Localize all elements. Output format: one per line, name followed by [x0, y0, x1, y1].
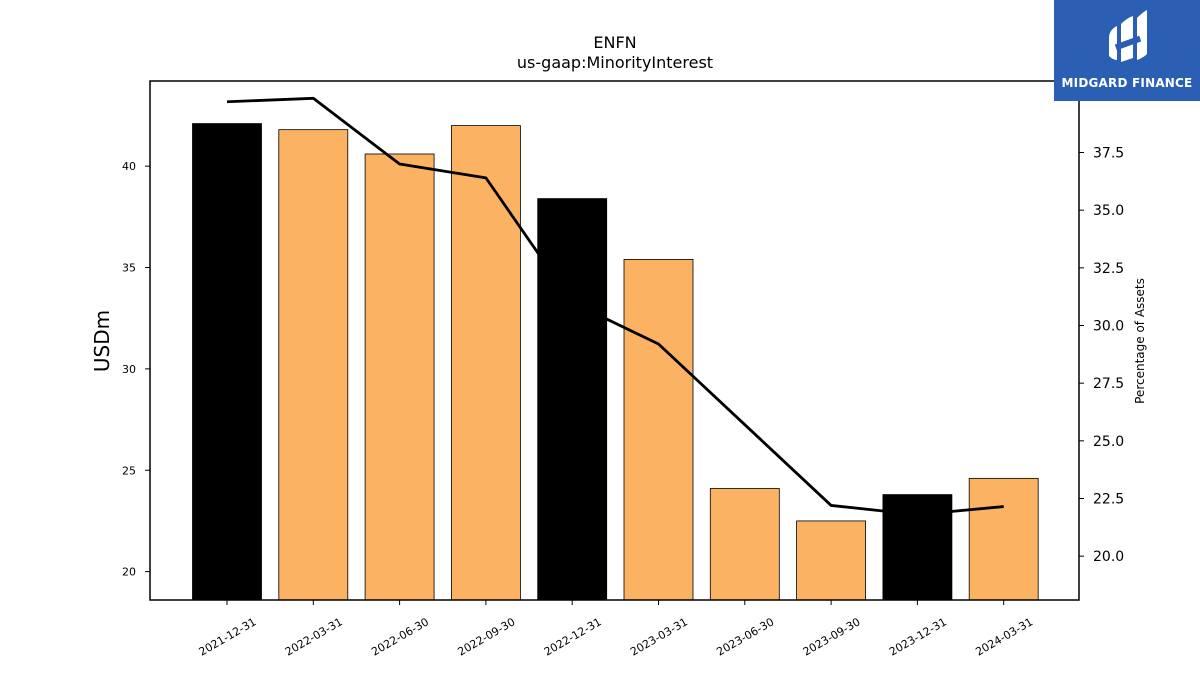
- y2-tick-label: 30.0: [1093, 319, 1124, 335]
- x-tick-label: 2022-12-31: [542, 615, 604, 658]
- x-tick-label: 2022-09-30: [456, 615, 518, 658]
- logo-mark-icon: [1109, 10, 1147, 62]
- y2-tick-label: 22.5: [1093, 492, 1124, 508]
- x-tick-label: 2024-03-31: [973, 615, 1035, 658]
- bar-2022-09-30: [450, 125, 521, 601]
- y-tick-label: 40: [122, 160, 136, 173]
- y-tick-label: 25: [122, 464, 136, 477]
- chart-title: ENFN: [593, 33, 636, 52]
- percentage-line: [226, 96, 1004, 517]
- x-tick-label: 2023-06-30: [714, 615, 776, 658]
- y2-tick-label: 25.0: [1093, 434, 1124, 450]
- x-tick-label: 2022-03-31: [283, 615, 345, 658]
- y2-tick-label: 32.5: [1093, 261, 1124, 277]
- line-series: [226, 96, 1004, 517]
- bar-2023-09-30: [796, 520, 866, 601]
- bar-2023-12-31: [882, 494, 953, 601]
- x-tick-label: 2023-03-31: [628, 615, 690, 658]
- right-axis-ticks: 20.022.525.027.530.032.535.037.540.0: [1079, 88, 1124, 565]
- bar-2023-06-30: [709, 488, 780, 601]
- x-axis-ticks: 2021-12-31 2022-03-31 2022-06-30 2022-09-30…: [197, 600, 1035, 659]
- left-axis-ticks: 20 25 30 35 40: [122, 160, 150, 579]
- y2-tick-label: 27.5: [1093, 376, 1124, 392]
- bar-2021-12-31: [192, 123, 262, 601]
- y2-tick-label: 37.5: [1093, 146, 1124, 162]
- y2-tick-label: 35.0: [1093, 203, 1124, 219]
- bar-series: [192, 123, 1039, 601]
- bar-2024-03-31: [968, 477, 1039, 601]
- bar-2022-12-31: [537, 198, 608, 601]
- y2-tick-label: 20.0: [1093, 549, 1124, 565]
- y-tick-label: 20: [122, 566, 136, 579]
- bar-2022-03-31: [278, 129, 349, 601]
- y2-axis-label: Percentage of Assets: [1133, 278, 1147, 404]
- chart-subtitle: us-gaap:MinorityInterest: [517, 53, 713, 72]
- x-tick-label: 2023-09-30: [801, 615, 863, 658]
- y-tick-label: 35: [122, 262, 136, 275]
- y-axis-label: USDm: [90, 310, 114, 372]
- x-tick-label: 2021-12-31: [197, 615, 259, 658]
- midgard-finance-logo: MIDGARD FINANCE: [1054, 0, 1200, 101]
- y-tick-label: 30: [122, 363, 136, 376]
- bar-2023-03-31: [623, 259, 694, 601]
- x-tick-label: 2022-06-30: [369, 615, 431, 658]
- x-tick-label: 2023-12-31: [887, 615, 949, 658]
- logo-text: MIDGARD FINANCE: [1061, 76, 1193, 90]
- plot-frame: [149, 80, 1080, 601]
- bar-2022-06-30: [364, 153, 435, 601]
